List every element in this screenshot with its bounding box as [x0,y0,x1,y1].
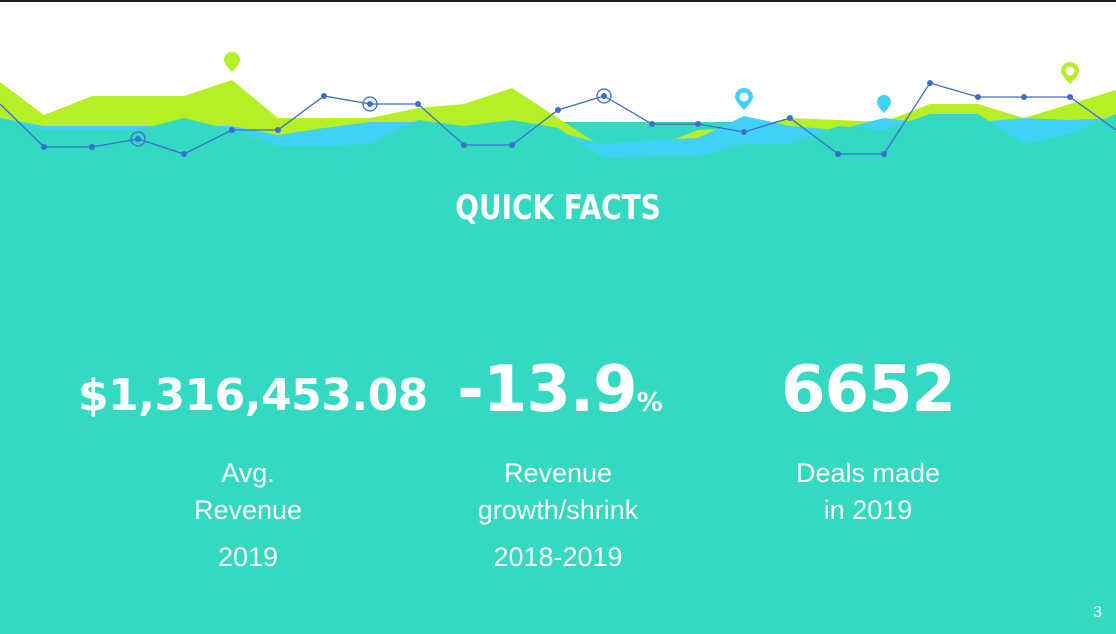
fact-label-line2: in 2019 [823,495,913,525]
page-number: 3 [1093,604,1102,621]
fact-revenue-growth: -13.9% Revenue growth/shrink 2018-2019 [388,345,728,576]
map-pin-icon [735,88,753,110]
fact-deals-made: 6652 Deals made in 2019 [698,345,1038,529]
fact-label-line2: Revenue [193,495,303,525]
map-pin-icon [877,95,891,113]
fact-label: Deals made in 2019 [698,455,1038,529]
map-pin-icon [224,52,240,72]
slide-title: QUICK FACTS [455,188,661,228]
fact-label: Revenue growth/shrink [388,455,728,529]
fact-year: 2018-2019 [493,542,623,572]
map-pin-icon [1061,62,1079,84]
fact-value: $1,316,453.08 [78,345,428,435]
highlight-rings [130,88,612,147]
fact-year: 2019 [217,542,279,572]
fact-value-number: 6652 [780,353,956,427]
fact-value: -13.9% [392,345,728,435]
fact-value: 6652 [698,345,1038,435]
fact-label-line2: growth/shrink [477,495,639,525]
teal-area [0,114,1116,200]
fact-value-number: $1,316,453.08 [78,370,428,421]
fact-label-line1: Avg. [221,458,275,488]
fact-label-line1: Revenue [503,458,613,488]
fact-label: Avg. Revenue [78,455,418,529]
fact-value-number: -13.9 [457,353,637,427]
fact-value-unit: % [636,388,663,418]
decorative-chart-header [0,2,1116,200]
fact-avg-revenue: $1,316,453.08 Avg. Revenue 2019 [78,345,428,576]
fact-label-line1: Deals made [795,458,941,488]
trend-points [41,80,1073,157]
top-border [0,0,1116,2]
